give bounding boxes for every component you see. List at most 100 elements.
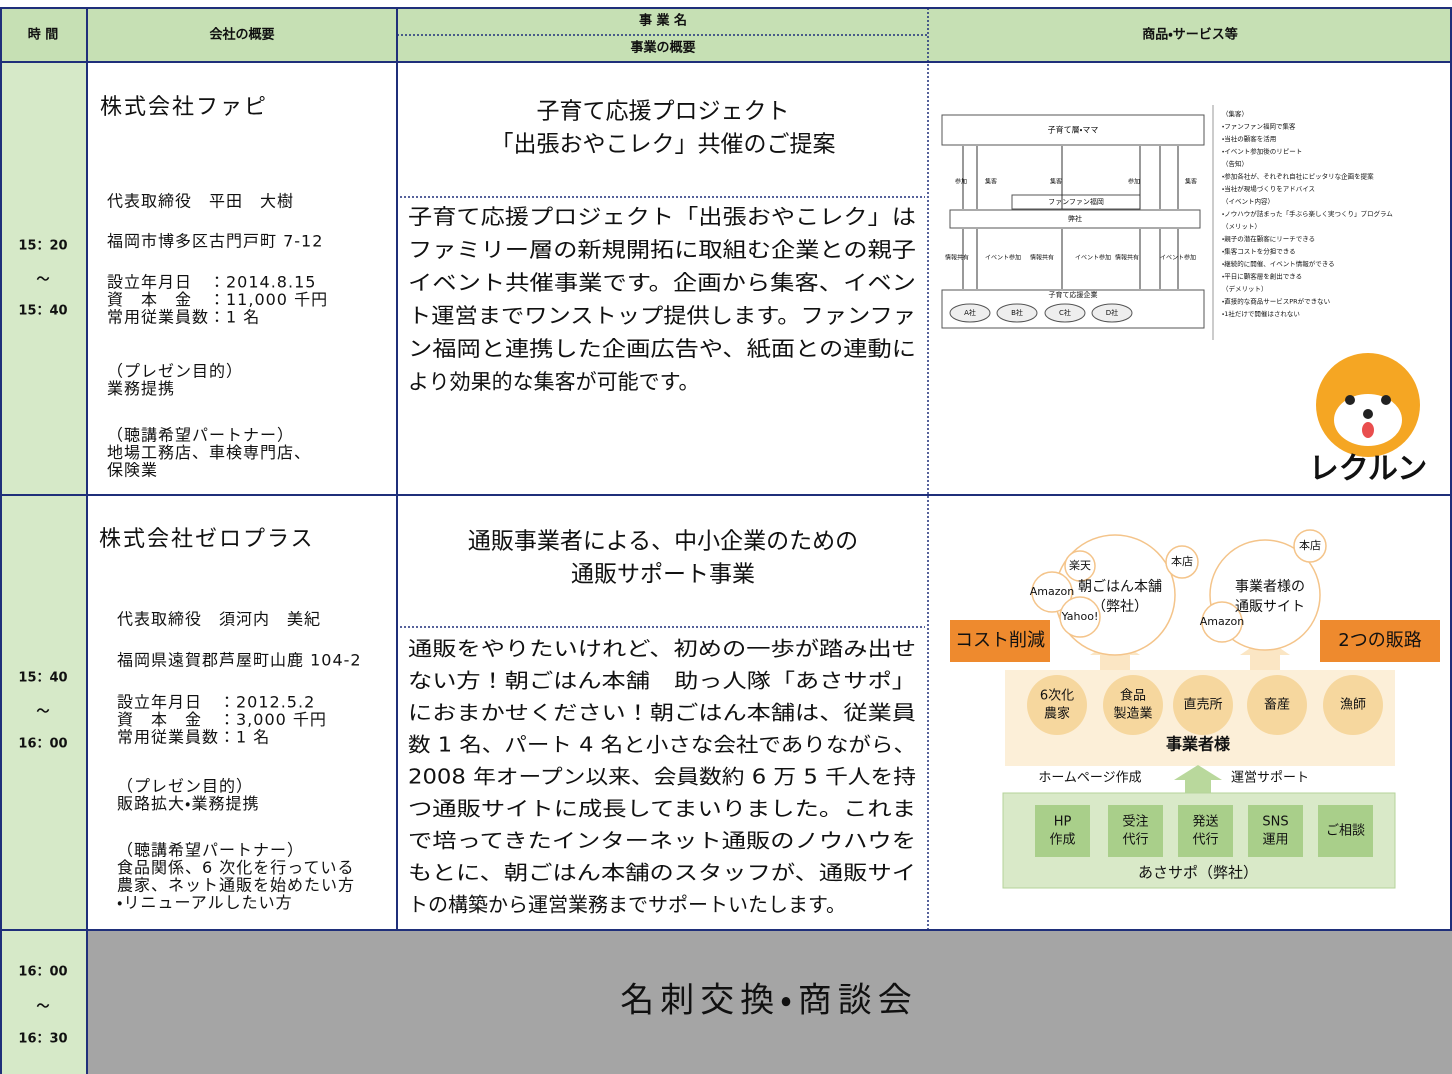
diagram-label: イベント参加 (1075, 254, 1111, 262)
diagram-circle (1165, 545, 1199, 579)
business-summary: 子育て応援プロジェクト「出張おやこレク」は (408, 205, 916, 229)
diagram-label: 弊社 (1068, 214, 1082, 223)
diagram-label: 朝ごはん本舗 (1078, 579, 1162, 595)
diagram-label: 情報共有 (945, 254, 969, 262)
diagram-label: 本店 (1299, 538, 1321, 552)
diagram-circle (1293, 529, 1327, 563)
company-detail: ・リニューアルしたい方 (117, 893, 293, 912)
company-detail: （プレゼン目的） (117, 777, 253, 796)
diagram-label: 通販サイト (1235, 599, 1305, 615)
diagram-label: Amazon (1030, 585, 1074, 598)
time: ～ (36, 273, 49, 288)
company-name: 株式会社ゼロプラス (99, 527, 315, 552)
business-summary: より効果的な集客が可能です。 (408, 370, 699, 394)
business-summary: 2008 年オープン以来、会員数約 6 万 5 千人を持 (408, 765, 916, 789)
diagram-box (949, 209, 1201, 229)
business-summary: で培ってきたインターネット通販のノウハウを (408, 829, 916, 853)
diagram-note: ・当社の顧客を活用 (1222, 134, 1276, 143)
diagram-circle (1059, 596, 1101, 638)
diagram-note: ・集客コストを分担できる (1222, 247, 1296, 256)
diagram-label: 漁師 (1340, 698, 1366, 713)
diagram-label: （弊社） (1092, 599, 1148, 615)
company-detail: 食品関係、6 次化を行っている (117, 858, 354, 877)
diagram-label: 参加 (1128, 178, 1140, 186)
service-box (1108, 805, 1163, 857)
time: ～ (36, 1000, 49, 1015)
logo-eye (1345, 395, 1355, 405)
diagram-note: ・当社が現場づくりをアドバイス (1222, 184, 1315, 193)
company-detail: 常用従業員数：1 名 (117, 728, 270, 747)
company-detail: （プレゼン目的） (107, 362, 243, 381)
diagram-label: A社 (964, 308, 976, 317)
diagram-label: 製造業 (1113, 706, 1152, 722)
diagram-label: 集客 (1185, 178, 1197, 186)
closing-bg (87, 930, 1452, 1074)
diagram-label: 6次化 (1040, 689, 1074, 704)
closing-title: 名刺交換・商談会 (620, 981, 918, 1021)
diagram-label: ご相談 (1326, 823, 1365, 839)
diagram-label: 直売所 (1183, 697, 1222, 713)
diagram-label: 運用 (1262, 833, 1288, 848)
business-name: 「出張おやこレク」共催のご提案 (491, 132, 836, 158)
time: 16：30 (18, 1032, 67, 1047)
arrow (1240, 638, 1290, 670)
diagram-label: 集客 (985, 178, 997, 186)
diagram-oval (996, 303, 1038, 323)
company-detail: 地場工務店、車検専門店、 (107, 443, 311, 462)
time: 15：20 (18, 239, 67, 254)
diagram-label: 2つの販路 (1338, 630, 1421, 651)
time: 16：00 (18, 737, 67, 752)
diagram-note: ・参加各社が、それぞれ自社にピッタリな企画を提案 (1222, 172, 1374, 181)
diagram-label: 発送 (1192, 815, 1218, 830)
diagram-label: Yahoo! (1061, 610, 1099, 623)
diagram-note: ・ノウハウが詰まった「手ぶら楽しく実つくり」プログラム (1222, 209, 1393, 218)
business-summary: ない方！朝ごはん本舗 助っ人隊「あさサポ」 (408, 669, 916, 693)
company-detail: 販路拡大・業務提携 (117, 794, 259, 813)
logo-nose (1363, 409, 1373, 419)
time: 16：00 (18, 965, 67, 980)
company-name: 株式会社ファピ (100, 95, 268, 120)
diagram-label: C社 (1059, 308, 1071, 317)
company-detail: 設立年月日 ：2014.8.15 (107, 273, 316, 292)
diagram-note: ・直接的な商品サービスPRができない (1222, 297, 1330, 306)
diagram-note: （集客） (1222, 109, 1248, 118)
company-detail: 福岡市博多区古門戸町 7-12 (107, 232, 323, 251)
diagram-note: （告知） (1222, 159, 1248, 168)
business-name: 通販事業者による、中小企業のための (468, 529, 858, 555)
diagram-label: ホームページ作成 (1038, 771, 1141, 786)
service-box (1035, 805, 1090, 857)
diagram-label: 楽天 (1069, 559, 1091, 572)
diagram-label: 子育て応援企業 (1049, 290, 1098, 299)
header-cell: 事業の概要 (630, 40, 695, 56)
time-col-bg (0, 62, 87, 1074)
company-detail: 農家、ネット通販を始めたい方 (117, 876, 355, 895)
diagram-label: 畜産 (1264, 698, 1290, 713)
diagram-circle (1247, 675, 1307, 735)
business-summary: 通販をやりたいけれど、初めの一歩が踏み出せ (408, 637, 916, 661)
business-summary: ファミリー層の新規開拓に取組む企業との親子 (408, 238, 916, 262)
company-detail: 保険業 (107, 461, 158, 480)
company-detail: 代表取締役 須河内 美紀 (117, 610, 321, 629)
diagram-label: 情報共有 (1030, 254, 1054, 262)
diagram-label: SNS (1262, 815, 1288, 830)
diagram-label: 作成 (1049, 833, 1075, 848)
diagram-box (941, 114, 1205, 146)
diagram-note: ・親子の潜在顧客にリーチできる (1222, 234, 1315, 243)
diagram-label: ファンファン福岡 (1048, 197, 1104, 206)
diagram-note: （イベント内容） (1222, 197, 1274, 206)
time: ～ (36, 705, 49, 720)
diagram-label: 事業者様 (1166, 735, 1231, 754)
diagram-note: ・1社だけで開催はされない (1222, 309, 1300, 318)
company-detail: 資 本 金 ：3,000 千円 (117, 710, 327, 729)
service-box (1178, 805, 1233, 857)
diagram-label: 本店 (1171, 554, 1193, 568)
diagram-note: ・継続的に開催、イベント情報ができる (1222, 259, 1335, 268)
header-cell: 会社の概要 (209, 27, 274, 43)
company-detail: 常用従業員数：1 名 (107, 308, 260, 327)
business-summary: におまかせください！朝ごはん本舗は、従業員 (408, 701, 916, 725)
service-box (1318, 805, 1373, 857)
diagram-note: ・イベント参加後のリピート (1222, 147, 1302, 156)
diagram-oval (1044, 303, 1086, 323)
time: 15：40 (18, 671, 67, 686)
